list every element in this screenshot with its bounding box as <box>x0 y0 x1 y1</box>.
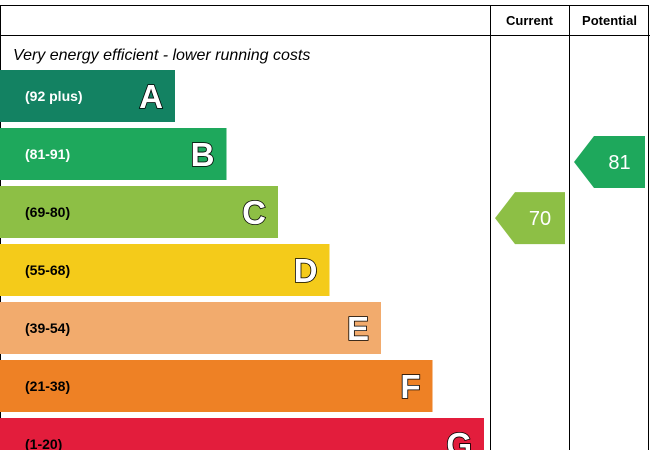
band-range-d: (55-68) <box>25 262 70 278</box>
efficiency-caption: Very energy efficient - lower running co… <box>13 47 310 64</box>
band-range-f: (21-38) <box>25 378 70 394</box>
current-rating-arrow <box>495 192 565 245</box>
band-range-g: (1-20) <box>25 436 62 450</box>
potential-rating-arrow <box>574 136 645 188</box>
current-rating-value: 70 <box>529 208 551 230</box>
band-bar-d <box>0 244 330 296</box>
current-column-header: Current <box>506 13 554 28</box>
band-letter-e: E <box>347 310 369 347</box>
band-bar-a <box>0 70 175 122</box>
potential-column-header: Potential <box>582 13 637 28</box>
band-bar-b <box>0 128 227 180</box>
band-range-c: (69-80) <box>25 204 70 220</box>
band-letter-c: C <box>242 194 266 231</box>
band-bar-f <box>0 360 433 412</box>
band-range-b: (81-91) <box>25 146 70 162</box>
potential-rating-value: 81 <box>608 152 630 174</box>
band-bar-g <box>0 418 484 450</box>
band-range-e: (39-54) <box>25 320 70 336</box>
band-range-a: (92 plus) <box>25 88 83 104</box>
band-letter-b: B <box>191 136 215 173</box>
band-letter-a: A <box>139 78 163 115</box>
band-letter-d: D <box>294 252 318 289</box>
band-bar-c <box>0 186 278 238</box>
band-bar-e <box>0 302 381 354</box>
band-letter-g: G <box>446 426 472 450</box>
band-letter-f: F <box>400 368 420 405</box>
